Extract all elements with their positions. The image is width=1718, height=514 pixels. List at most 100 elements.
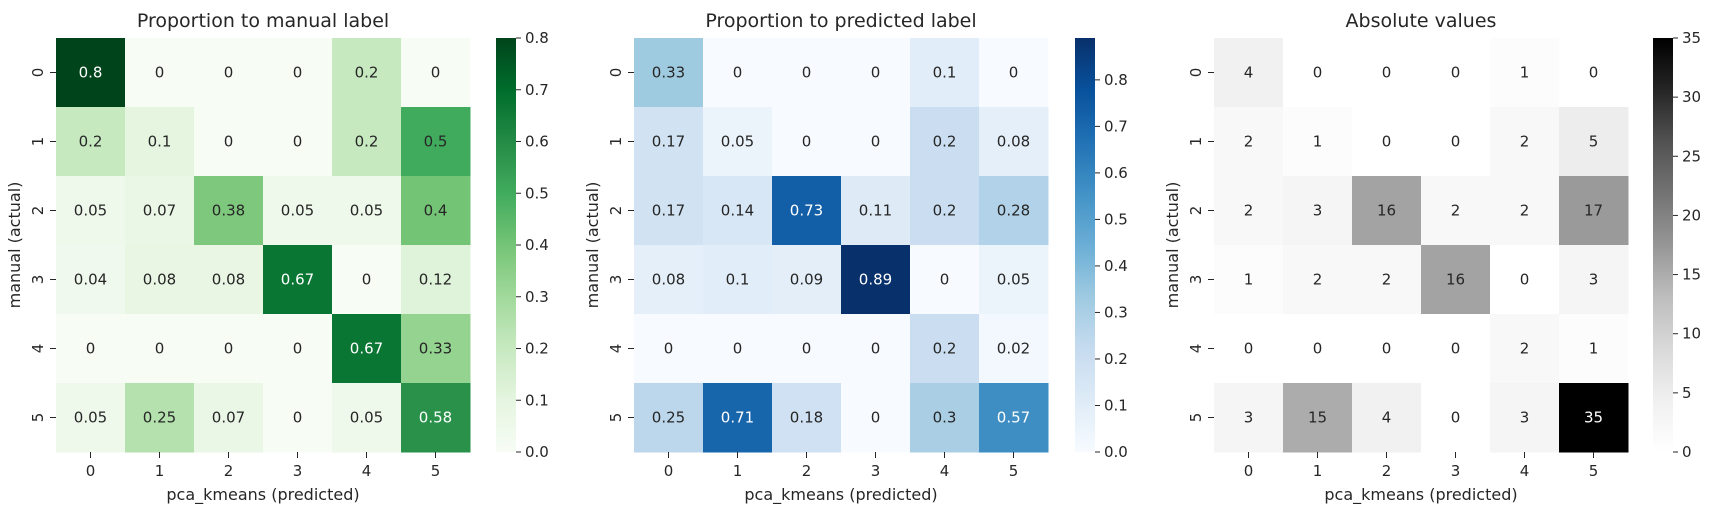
heatmap-cell [841, 383, 911, 453]
colorbar-tick-label: 0.1 [525, 391, 549, 409]
cell-value-label: 1 [1520, 64, 1530, 82]
heatmap-cell [772, 107, 842, 177]
heatmap-cell [1352, 107, 1422, 177]
cell-value-label: 0.2 [933, 133, 957, 151]
colorbar [496, 38, 516, 452]
cell-value-label: 0.1 [726, 271, 750, 289]
heatmap-cell [194, 314, 264, 384]
colorbar-tick-label: 0.0 [525, 443, 549, 461]
colorbar-tick-label: 0.8 [525, 29, 549, 47]
colorbar-tick-label: 25 [1682, 147, 1701, 165]
heatmap-cell [634, 383, 704, 453]
heatmap-cell [772, 383, 842, 453]
cell-value-label: 2 [1520, 202, 1530, 220]
cell-value-label: 4 [1382, 409, 1392, 427]
colorbar-tick-label: 0.4 [1104, 257, 1128, 275]
x-tick-label: 3 [293, 462, 303, 480]
heatmap-cell [1283, 314, 1353, 384]
cell-value-label: 0 [224, 64, 234, 82]
cell-value-label: 0.02 [997, 340, 1030, 358]
heatmap-cell [125, 314, 195, 384]
heatmap-cell [332, 38, 402, 108]
heatmap-cell [194, 38, 264, 108]
cell-value-label: 0 [155, 64, 165, 82]
cell-value-label: 0 [1589, 64, 1599, 82]
cell-value-label: 2 [1244, 133, 1254, 151]
cell-value-label: 0 [293, 133, 303, 151]
heatmap-cell [703, 107, 773, 177]
cell-value-label: 0 [733, 64, 743, 82]
y-tick-label: 0 [1187, 68, 1205, 78]
colorbar-tick-label: 35 [1682, 29, 1701, 47]
y-tick-label: 1 [1187, 137, 1205, 147]
heatmap-cell [910, 383, 980, 453]
cell-value-label: 1 [1244, 271, 1254, 289]
cell-value-label: 2 [1520, 133, 1530, 151]
cell-value-label: 0.2 [933, 340, 957, 358]
colorbar-tick-label: 0.5 [525, 184, 549, 202]
heatmap-cell [634, 314, 704, 384]
x-tick-label: 0 [86, 462, 96, 480]
heatmap-cell [56, 245, 126, 315]
cell-value-label: 0 [362, 271, 372, 289]
heatmap-cell [1283, 107, 1353, 177]
heatmap-cell [703, 314, 773, 384]
cell-value-label: 2 [1451, 202, 1461, 220]
cell-value-label: 0.04 [74, 271, 107, 289]
cell-value-label: 0 [940, 271, 950, 289]
cell-value-label: 0 [1244, 340, 1254, 358]
heatmap-cell [1214, 176, 1284, 246]
cell-value-label: 0.2 [79, 133, 103, 151]
cell-value-label: 35 [1584, 409, 1603, 427]
cell-value-label: 0.58 [419, 409, 452, 427]
heatmap-cell [1559, 107, 1629, 177]
cell-value-label: 17 [1584, 202, 1603, 220]
heatmap-cell [263, 314, 333, 384]
heatmap-cell [841, 245, 911, 315]
colorbar-tick-label: 0.2 [1104, 350, 1128, 368]
x-tick-label: 2 [802, 462, 812, 480]
cell-value-label: 0 [224, 133, 234, 151]
cell-value-label: 3 [1244, 409, 1254, 427]
cell-value-label: 3 [1313, 202, 1323, 220]
cell-value-label: 0.28 [997, 202, 1030, 220]
cell-value-label: 0.09 [790, 271, 823, 289]
cell-value-label: 0 [802, 340, 812, 358]
cell-value-label: 0 [293, 64, 303, 82]
colorbar-tick-label: 0.5 [1104, 210, 1128, 228]
cell-value-label: 0.18 [790, 409, 823, 427]
heatmap-cell [56, 38, 126, 108]
heatmap-cell [125, 38, 195, 108]
x-tick-label: 2 [224, 462, 234, 480]
heatmap-cell [703, 38, 773, 108]
heatmap-cell [1559, 314, 1629, 384]
x-tick-label: 2 [1382, 462, 1392, 480]
cell-value-label: 0 [293, 340, 303, 358]
heatmap-cell [263, 245, 333, 315]
y-tick-label: 3 [29, 275, 47, 285]
x-tick-label: 5 [431, 462, 441, 480]
cell-value-label: 0 [1451, 409, 1461, 427]
heatmap-cell [979, 176, 1049, 246]
y-tick-label: 1 [29, 137, 47, 147]
x-tick-label: 3 [871, 462, 881, 480]
colorbar-tick-label: 0.6 [525, 133, 549, 151]
heatmap-cell [1352, 314, 1422, 384]
colorbar-tick-label: 0.6 [1104, 164, 1128, 182]
cell-value-label: 4 [1244, 64, 1254, 82]
cell-value-label: 0.08 [212, 271, 245, 289]
heatmap-cell [910, 38, 980, 108]
colorbar [1075, 38, 1095, 452]
colorbar-tick-label: 5 [1682, 384, 1692, 402]
heatmap-cell [263, 107, 333, 177]
chart-title: Proportion to manual label [137, 10, 389, 32]
chart-title: Absolute values [1346, 10, 1497, 32]
y-tick-label: 1 [607, 137, 625, 147]
heatmap-cell [194, 383, 264, 453]
cell-value-label: 0 [733, 340, 743, 358]
heatmap-cell [194, 176, 264, 246]
heatmap-cell [1421, 107, 1491, 177]
heatmap-cell [1214, 107, 1284, 177]
x-tick-label: 4 [940, 462, 950, 480]
